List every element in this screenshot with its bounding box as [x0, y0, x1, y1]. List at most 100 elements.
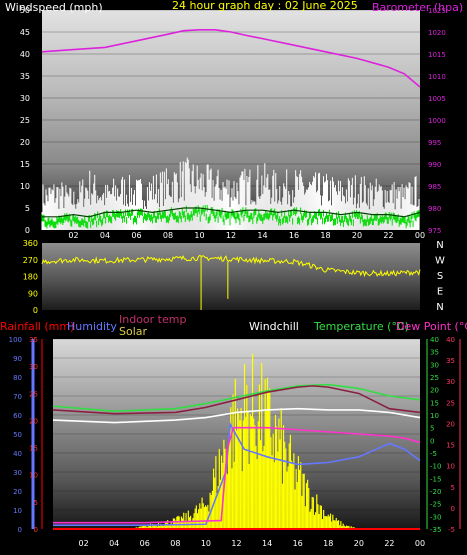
barometer-line [41, 28, 421, 88]
chart-title: 24 hour graph day : 02 June 2025 [172, 0, 358, 12]
legend-humidity: Humidity [67, 320, 117, 333]
legend-rainfall: Rainfall (mm) [0, 320, 74, 333]
dewpoint-tick-label: 20 [446, 420, 455, 428]
humidity-tick-label: 30 [13, 469, 22, 477]
barometer-tick-label: 990 [428, 161, 441, 169]
hour-tick-label: 20 [352, 231, 362, 240]
hour-tick-label: 10 [194, 231, 204, 240]
temperature-c-line [52, 383, 421, 413]
temp-tick-label: 0 [430, 437, 434, 445]
direction-tick-label: 270 [23, 256, 38, 265]
hour-tick-label: 16 [293, 539, 303, 548]
hour-tick-label: 14 [262, 539, 272, 548]
barometer-tick-label: 975 [428, 227, 441, 235]
temp-tick-label: 25 [430, 374, 439, 382]
barometer-tick-label: 1000 [428, 117, 446, 125]
wind-avg-line [42, 207, 421, 218]
hour-tick-label: 06 [140, 539, 150, 548]
humidity-tick-label: 100 [9, 336, 22, 344]
windspeed-tick-label: 50 [20, 6, 30, 15]
rain-tick-label: 15 [29, 445, 38, 453]
direction-plot-area [42, 243, 420, 310]
windspeed-tick-label: 30 [20, 94, 30, 103]
compass-label: E [437, 287, 443, 298]
hour-tick-label: 02 [68, 231, 78, 240]
wind-series [41, 28, 421, 230]
windspeed-axis-label: Windspeed (mph) [5, 1, 103, 14]
wind-direction-line [41, 254, 421, 278]
windspeed-tick-label: 5 [25, 204, 30, 213]
barometer-tick-label: 1015 [428, 51, 446, 59]
rain-tick-label: 25 [29, 390, 38, 398]
humidity-tick-label: 80 [13, 374, 22, 382]
legend-dew-point: Dew Point (°C) [396, 320, 467, 333]
humidity-tick-label: 70 [13, 393, 22, 401]
legend-temperature: Temperature (°C) [313, 320, 409, 333]
barometer-tick-label: 995 [428, 139, 441, 147]
dewpoint-tick-label: 40 [446, 336, 455, 344]
dew-point-c-line [53, 426, 421, 524]
temp-tick-label: 10 [430, 412, 439, 420]
hour-tick-label: 20 [354, 539, 364, 548]
humidity-tick-label: 50 [13, 431, 22, 439]
hour-tick-label: 02 [78, 539, 88, 548]
windspeed-tick-label: 10 [20, 182, 30, 191]
hour-tick-label: 14 [257, 231, 267, 240]
rain-tick-label: 20 [29, 417, 38, 425]
humidity-tick-label: 40 [13, 450, 22, 458]
compass-label: S [437, 271, 443, 282]
rain-tick-label: 30 [29, 363, 38, 371]
humidity-tick-label: 60 [13, 412, 22, 420]
windspeed-tick-label: 15 [20, 160, 30, 169]
dewpoint-tick-label: 10 [446, 463, 455, 471]
rain-tick-label: 0 [34, 526, 38, 534]
temp-tick-label: -20 [430, 488, 441, 496]
barometer-tick-label: 985 [428, 183, 441, 191]
hour-tick-label: 00 [415, 231, 425, 240]
indoor-temp-line [52, 385, 421, 415]
dewpoint-tick-label: 0 [451, 505, 455, 513]
temp-tick-label: 30 [430, 361, 439, 369]
dewpoint-tick-label: 25 [446, 399, 455, 407]
hour-tick-label: 04 [100, 231, 110, 240]
temp-tick-label: -30 [430, 513, 441, 521]
windspeed-tick-label: 40 [20, 50, 30, 59]
temp-tick-label: -25 [430, 501, 441, 509]
legend-indoor-temp: Indoor temp [119, 313, 186, 326]
humidity-tick-label: 90 [13, 355, 22, 363]
hour-tick-label: 04 [109, 539, 119, 548]
humidity-tick-label: 10 [13, 507, 22, 515]
legend-solar: Solar [119, 325, 148, 338]
rain-tick-label: 35 [29, 336, 38, 344]
dewpoint-tick-label: 35 [446, 357, 455, 365]
wind-x-axis: 02 04 06 08 10 12 14 16 18 20 22 00 [68, 231, 425, 240]
compass-label: N [436, 302, 443, 313]
hour-tick-label: 00 [415, 539, 425, 548]
dewpoint-tick-label: 5 [451, 484, 455, 492]
hour-tick-label: 08 [163, 231, 173, 240]
barometer-tick-label: 980 [428, 205, 441, 213]
temp-tick-label: -10 [430, 463, 441, 471]
direction-tick-label: 90 [28, 289, 38, 298]
barometer-tick-label: 1025 [428, 7, 446, 15]
hour-tick-label: 18 [323, 539, 333, 548]
hour-tick-label: 16 [289, 231, 299, 240]
temp-tick-label: -15 [430, 475, 441, 483]
hour-tick-label: 06 [131, 231, 141, 240]
direction-series [41, 254, 421, 310]
barometer-tick-label: 1020 [428, 29, 446, 37]
temp-panel: 010203040506070809010005101520253035-35-… [0, 313, 467, 548]
rain-tick-label: 10 [29, 472, 38, 480]
temp-tick-label: 20 [430, 387, 439, 395]
compass-label: W [435, 256, 445, 267]
barometer-axis: 975 980 985 990 995 1000 1005 1010 1015 1020 1025 [428, 7, 446, 235]
temp-tick-label: -35 [430, 526, 441, 534]
temp-tick-label: 15 [430, 399, 439, 407]
dewpoint-tick-label: 30 [446, 378, 455, 386]
humidity-tick-label: 0 [18, 526, 22, 534]
hour-tick-label: 12 [226, 231, 236, 240]
temp-x-axis: 02 04 06 08 10 12 14 16 18 20 22 00 [78, 539, 425, 548]
windspeed-tick-label: 25 [20, 116, 30, 125]
